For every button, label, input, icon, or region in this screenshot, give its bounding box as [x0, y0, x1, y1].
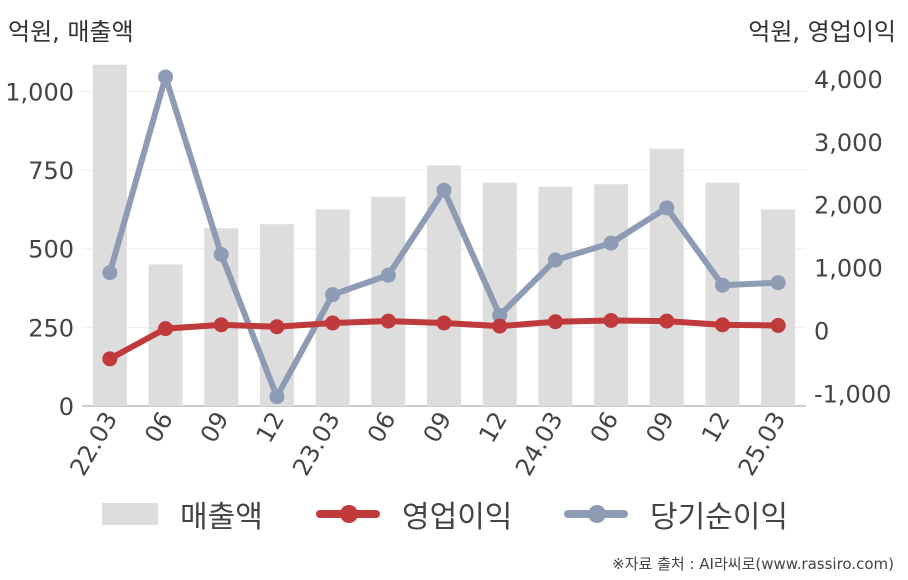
right-axis-tick-label: 3,000: [814, 129, 883, 157]
legend-label-revenue: 매출액: [180, 500, 263, 535]
operating-profit-point: [659, 313, 675, 329]
revenue-bar: [705, 182, 740, 406]
net-income-point: [325, 287, 341, 303]
x-axis-tick-label: 23.03: [287, 407, 346, 481]
legend-item-operating-profit: 영업이익: [316, 492, 512, 536]
operating-profit-point: [380, 313, 396, 329]
left-axis-tick-label: 0: [59, 393, 74, 421]
net-income-point: [714, 277, 730, 293]
x-axis-tick-label: 09: [418, 407, 458, 447]
left-axis-tick-label: 1,000: [5, 78, 74, 106]
x-axis-tick-label: 12: [696, 407, 736, 447]
legend-label-net-income: 당기순이익: [650, 500, 788, 535]
revenue-bar: [315, 209, 350, 406]
revenue-bar: [371, 196, 406, 406]
revenue-bars: [92, 64, 796, 406]
revenue-bar: [649, 148, 684, 406]
right-axis-tick-label: 0: [814, 318, 829, 346]
operating-profit-point: [158, 321, 174, 337]
operating-profit-point: [213, 317, 229, 333]
net-income-point: [436, 182, 452, 198]
net-income-point: [102, 265, 118, 281]
net-income-point: [659, 200, 675, 216]
right-axis-tick-label: 4,000: [814, 66, 883, 94]
left-axis-unit-label: 억원, 매출액: [8, 18, 134, 46]
x-axis-tick-label: 09: [195, 407, 235, 447]
net-income-point: [213, 246, 229, 262]
right-axis-tick-label: 2,000: [814, 192, 883, 220]
x-axis-tick-label: 12: [251, 407, 291, 447]
left-axis-tick-label: 500: [28, 236, 74, 264]
x-axis-tick-label: 09: [640, 407, 680, 447]
operating-profit-point: [325, 315, 341, 331]
source-credit: ※자료 출처 : AI라씨로(www.rassiro.com): [612, 555, 894, 573]
x-axis-tick-label: 06: [585, 407, 625, 447]
net-income-point: [158, 69, 174, 85]
operating-profit-point: [714, 317, 730, 333]
operating-profit-point: [436, 315, 452, 331]
net-income-point: [492, 307, 508, 323]
revenue-bar: [594, 184, 629, 406]
net-income-point: [380, 267, 396, 283]
left-axis-tick-label: 250: [28, 314, 74, 342]
legend-swatch-net-income: [564, 505, 628, 523]
net-income-point: [770, 275, 786, 291]
revenue-bar: [538, 186, 573, 406]
x-axis-tick-label: 06: [139, 407, 179, 447]
x-axis-tick-label: 25.03: [733, 407, 792, 481]
legend-label-operating-profit: 영업이익: [402, 500, 513, 535]
revenue-bar: [427, 165, 461, 406]
operating-profit-point: [492, 318, 508, 334]
x-axis-tick-label: 24.03: [510, 407, 569, 481]
left-axis-tick-label: 750: [28, 157, 74, 185]
operating-profit-point: [603, 312, 619, 328]
x-axis-tick-label: 06: [362, 407, 402, 447]
net-income-point: [547, 252, 563, 268]
x-axis-tick-label: 12: [473, 407, 513, 447]
legend-item-revenue: 매출액: [102, 492, 263, 536]
operating-profit-point: [770, 317, 786, 333]
legend-swatch-revenue: [102, 503, 158, 525]
operating-profit-point: [269, 319, 285, 335]
operating-profit-point: [547, 314, 563, 330]
right-axis-tick-label: -1,000: [814, 380, 891, 408]
right-axis-tick-label: 1,000: [814, 255, 883, 283]
revenue-bar: [761, 209, 796, 406]
operating-profit-point: [102, 351, 118, 367]
right-axis-unit-label: 억원, 영업이익: [748, 18, 896, 46]
profit-lines: [102, 69, 786, 405]
legend-swatch-operating-profit: [316, 505, 380, 523]
legend-item-net-income: 당기순이익: [564, 492, 788, 536]
net-income-point: [269, 389, 285, 405]
net-income-point: [603, 235, 619, 251]
